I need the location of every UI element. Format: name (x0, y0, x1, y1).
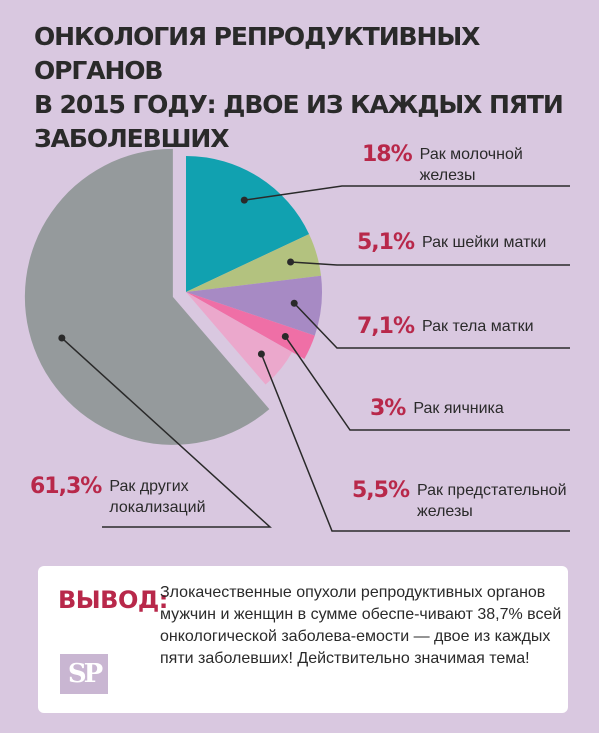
slice-label: 61,3% Рак других локализаций (30, 474, 206, 518)
slice-label: 7,1% Рак тела матки (357, 314, 534, 340)
slice-label: 5,1% Рак шейки матки (357, 230, 546, 256)
leader-line (61, 337, 272, 528)
slice-percent: 5,5% (352, 478, 410, 503)
slice-label: 18% Рак молочной железы (362, 142, 523, 186)
slice-name: Рак яичника (413, 400, 504, 417)
title-line-2: В 2015 ГОДУ: ДВОЕ ИЗ КАЖДЫХ ПЯТИ ЗАБОЛЕВ… (34, 90, 564, 153)
slice-percent: 18% (362, 142, 413, 167)
slice-name: Рак тела матки (422, 318, 534, 335)
conclusion-box: ВЫВОД: Злокачественные опухоли репродукт… (38, 566, 568, 713)
conclusion-heading: ВЫВОД: (58, 586, 168, 614)
slice-label: 5,5% Рак предстательной железы (352, 478, 567, 522)
slice-name: Рак молочной железы (419, 146, 523, 184)
sp-logo: SP (60, 654, 108, 694)
pie-slice (186, 156, 310, 292)
slice-percent: 61,3% (30, 474, 102, 499)
chart-title: ОНКОЛОГИЯ РЕПРОДУКТИВНЫХ ОРГАНОВ В 2015 … (34, 20, 599, 156)
slice-percent: 7,1% (357, 314, 415, 339)
leader-line (293, 302, 570, 349)
leader-line (260, 353, 570, 532)
leader-line (244, 185, 570, 201)
slice-percent: 5,1% (357, 230, 415, 255)
slice-label: 3% Рак яичника (370, 396, 504, 422)
slice-name: Рак шейки матки (422, 234, 547, 251)
slice-percent: 3% (370, 396, 406, 421)
pie-slice (186, 234, 322, 292)
pie-slice (186, 275, 322, 336)
slice-name: Рак других локализаций (109, 478, 206, 516)
leader-line (284, 336, 570, 431)
slice-name: Рак предстательной железы (417, 482, 567, 520)
pie-slice (24, 148, 270, 445)
title-line-1: ОНКОЛОГИЯ РЕПРОДУКТИВНЫХ ОРГАНОВ (34, 22, 480, 85)
leader-line (290, 261, 570, 266)
conclusion-text: Злокачественные опухоли репродуктивных о… (160, 584, 562, 667)
pie-chart (24, 148, 570, 532)
pie-slice (186, 292, 315, 360)
pie-slice (186, 292, 293, 385)
